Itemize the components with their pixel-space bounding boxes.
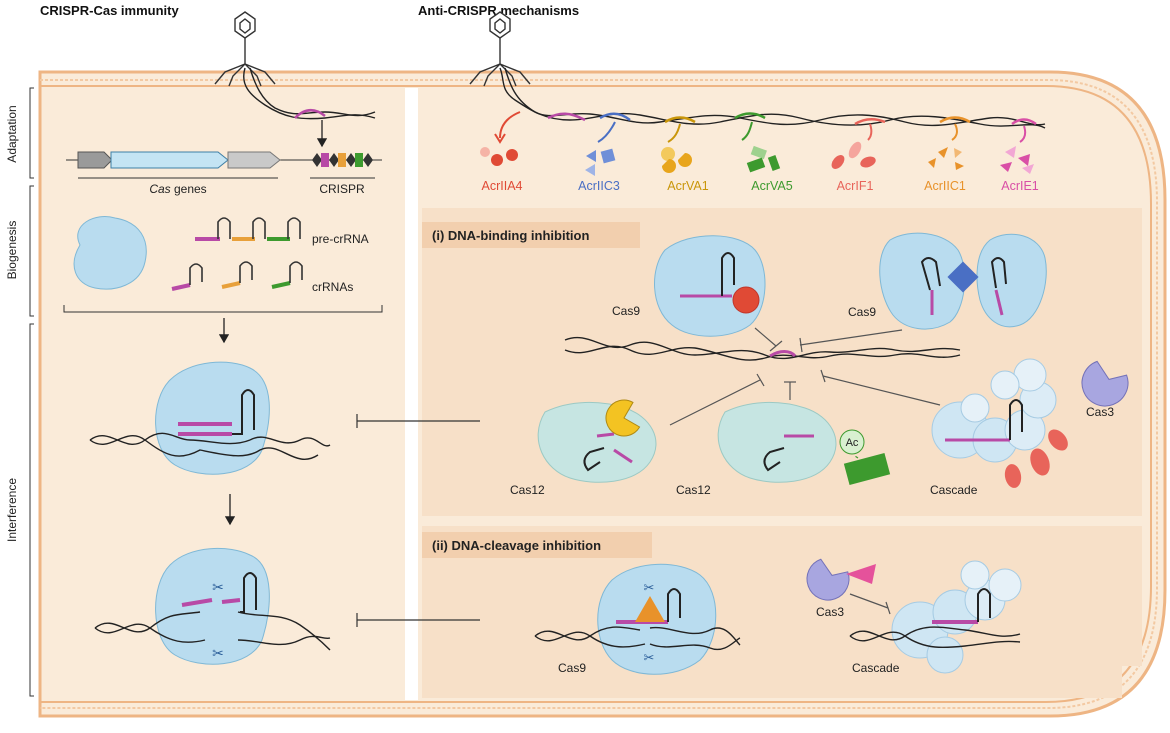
cascade-acrif1 bbox=[931, 358, 1068, 488]
acr-label: AcrIIA4 bbox=[482, 179, 523, 193]
cas9-label: Cas9 bbox=[558, 661, 586, 675]
column-divider bbox=[405, 88, 418, 700]
acr-labels: AcrIIA4 AcrIIC3 AcrVA1 AcrVA5 AcrIF1 Acr… bbox=[482, 179, 1039, 193]
cas9-label: Cas9 bbox=[612, 304, 640, 318]
phage-genome bbox=[499, 67, 1046, 129]
target-dna bbox=[564, 336, 961, 361]
stage-brackets bbox=[29, 87, 34, 697]
cas12-label: Cas12 bbox=[510, 483, 545, 497]
scissors-icon: ✂ bbox=[644, 580, 655, 595]
acr-proteins bbox=[480, 141, 1034, 176]
phage-icon bbox=[469, 11, 531, 87]
left-header: CRISPR-Cas immunity bbox=[40, 3, 179, 18]
cas12-label: Cas12 bbox=[676, 483, 711, 497]
cas-locus bbox=[66, 151, 382, 179]
cas3-icon bbox=[806, 558, 850, 601]
cas9-acriia4 bbox=[654, 235, 766, 337]
cleavage-section-title: (ii) DNA-cleavage inhibition bbox=[432, 538, 601, 553]
acr-label: AcrIIC3 bbox=[578, 179, 620, 193]
crispr-array bbox=[312, 153, 373, 167]
cas3-icon bbox=[1081, 360, 1129, 407]
injected-dna bbox=[243, 67, 376, 120]
biogenesis-bracket bbox=[63, 305, 383, 313]
acr-expression-arrows bbox=[494, 111, 1027, 144]
acrie1-icon bbox=[846, 564, 876, 584]
scissors-icon: ✂ bbox=[644, 650, 655, 665]
pre-crrna-label: pre-crRNA bbox=[312, 232, 369, 246]
cas3-label: Cas3 bbox=[1086, 405, 1114, 419]
inhibition-connector bbox=[356, 414, 480, 627]
pre-crrna bbox=[195, 217, 301, 241]
right-header: Anti-CRISPR mechanisms bbox=[418, 3, 579, 18]
cas9-dimer-acriic3 bbox=[879, 232, 1047, 330]
stage-label-interference: Interference bbox=[5, 478, 19, 542]
phage-icon bbox=[214, 11, 276, 87]
acr-label: AcrIE1 bbox=[1001, 179, 1039, 193]
acr-label: AcrIF1 bbox=[837, 179, 874, 193]
acr-label: AcrVA5 bbox=[751, 179, 792, 193]
cascade-acrie1 bbox=[849, 560, 1022, 674]
scissors-icon: ✂ bbox=[212, 579, 224, 595]
stage-label-biogenesis: Biogenesis bbox=[5, 221, 19, 280]
crrnas-label: crRNAs bbox=[312, 280, 353, 294]
cas9-acriic1: ✂ ✂ bbox=[534, 563, 741, 675]
cascade-label: Cascade bbox=[930, 483, 978, 497]
cas-complex-cleaving: ✂ ✂ bbox=[94, 547, 331, 665]
inhibition-lines bbox=[669, 327, 941, 426]
binding-section-title: (i) DNA-binding inhibition bbox=[432, 228, 589, 243]
acetyl-label: Ac bbox=[846, 437, 859, 449]
cas12-acrva1 bbox=[537, 399, 657, 483]
acr-label: AcrVA1 bbox=[667, 179, 708, 193]
cas9-label: Cas9 bbox=[848, 305, 876, 319]
cas12-acrva5 bbox=[717, 401, 891, 486]
mature-crrnas bbox=[171, 261, 303, 291]
cas-protein-blob bbox=[73, 216, 147, 290]
cas3-label: Cas3 bbox=[816, 605, 844, 619]
cascade-label: Cascade bbox=[852, 661, 900, 675]
cas-genes-label: Cas genes bbox=[149, 182, 206, 196]
inhibition-line bbox=[849, 593, 891, 615]
cas-complex-binding bbox=[89, 361, 331, 475]
scissors-icon: ✂ bbox=[212, 645, 224, 661]
cleavage-section-pill bbox=[422, 532, 652, 558]
crispr-label: CRISPR bbox=[319, 182, 365, 196]
binding-section-pill bbox=[422, 222, 640, 248]
stage-label-adaptation: Adaptation bbox=[5, 105, 19, 162]
acr-label: AcrIIC1 bbox=[924, 179, 966, 193]
